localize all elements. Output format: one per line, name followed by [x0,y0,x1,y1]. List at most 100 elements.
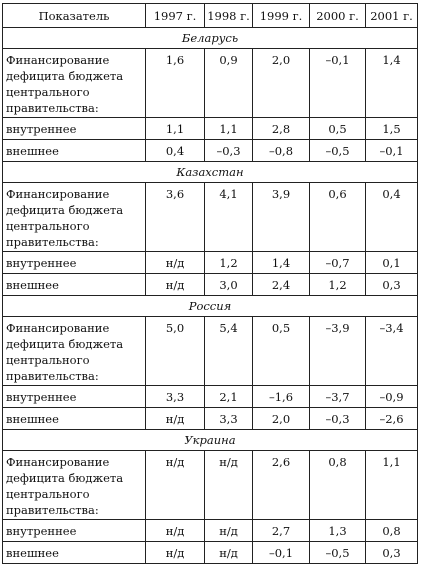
cell-value: 1,1 [145,117,205,140]
section-row-kazakhstan: Казахстан [2,161,418,183]
cell-value: 3,3 [204,407,253,430]
table-row: внутреннее 1,1 1,1 2,8 0,5 1,5 [2,117,418,140]
cell-value: 0,6 [309,182,366,252]
table-row: внутреннее 3,3 2,1 –1,6 –3,7 –0,9 [2,385,418,408]
country-heading: Беларусь [2,27,418,49]
cell-value: 5,0 [145,316,205,386]
cell-value: 0,5 [309,117,366,140]
cell-value: н/д [145,251,205,274]
cell-value: 0,1 [365,251,418,274]
row-label: внутреннее [2,385,146,408]
cell-value: –3,7 [309,385,366,408]
cell-value: –2,6 [365,407,418,430]
cell-value: 3,0 [204,273,253,296]
cell-value: 1,4 [365,48,418,118]
row-label: Финансирование дефицита бюджета централь… [2,316,146,386]
cell-value: 1,5 [365,117,418,140]
row-label: внешнее [2,139,146,162]
cell-value: 2,6 [252,450,310,520]
cell-value: –0,9 [365,385,418,408]
cell-value: н/д [145,450,205,520]
row-label: внешнее [2,541,146,564]
cell-value: 5,4 [204,316,253,386]
row-label: внутреннее [2,117,146,140]
table-row: Финансирование дефицита бюджета централь… [2,182,418,252]
cell-value: –3,4 [365,316,418,386]
cell-value: 2,1 [204,385,253,408]
cell-value: 2,7 [252,519,310,542]
cell-value: 3,3 [145,385,205,408]
table-header-row: Показатель 1997 г. 1998 г. 1999 г. 2000 … [2,3,418,28]
cell-value: –0,5 [309,541,366,564]
cell-value: –0,5 [309,139,366,162]
cell-value: –0,1 [365,139,418,162]
country-heading: Украина [2,429,418,451]
budget-deficit-table: Показатель 1997 г. 1998 г. 1999 г. 2000 … [2,3,418,564]
cell-value: 2,4 [252,273,310,296]
cell-value: –0,3 [204,139,253,162]
cell-value: –3,9 [309,316,366,386]
header-year-1997: 1997 г. [145,3,205,28]
row-label: Финансирование дефицита бюджета централь… [2,450,146,520]
row-label: внешнее [2,407,146,430]
cell-value: 0,4 [365,182,418,252]
cell-value: 0,8 [309,450,366,520]
header-year-2000: 2000 г. [309,3,366,28]
row-label: внутреннее [2,519,146,542]
cell-value: 1,1 [365,450,418,520]
row-label: Финансирование дефицита бюджета централь… [2,48,146,118]
cell-value: –1,6 [252,385,310,408]
cell-value: н/д [145,407,205,430]
table-row: внешнее н/д 3,0 2,4 1,2 0,3 [2,273,418,296]
country-heading: Россия [2,295,418,317]
cell-value: –0,1 [309,48,366,118]
cell-value: 2,0 [252,407,310,430]
cell-value: 2,0 [252,48,310,118]
header-indicator: Показатель [2,3,146,28]
cell-value: 0,8 [365,519,418,542]
cell-value: 0,3 [365,273,418,296]
cell-value: 0,4 [145,139,205,162]
cell-value: 1,4 [252,251,310,274]
cell-value: н/д [145,519,205,542]
cell-value: н/д [145,273,205,296]
cell-value: 3,6 [145,182,205,252]
header-year-1998: 1998 г. [204,3,253,28]
table-row: Финансирование дефицита бюджета централь… [2,48,418,118]
cell-value: –0,7 [309,251,366,274]
country-heading: Казахстан [2,161,418,183]
table-row: внешнее н/д 3,3 2,0 –0,3 –2,6 [2,407,418,430]
cell-value: н/д [204,541,253,564]
cell-value: 1,2 [204,251,253,274]
cell-value: 1,2 [309,273,366,296]
cell-value: н/д [145,541,205,564]
cell-value: 0,3 [365,541,418,564]
section-row-russia: Россия [2,295,418,317]
cell-value: 2,8 [252,117,310,140]
row-label: внешнее [2,273,146,296]
table-row: внешнее н/д н/д –0,1 –0,5 0,3 [2,541,418,564]
cell-value: 0,9 [204,48,253,118]
row-label: Финансирование дефицита бюджета централь… [2,182,146,252]
cell-value: 3,9 [252,182,310,252]
section-row-ukraine: Украина [2,429,418,451]
cell-value: –0,3 [309,407,366,430]
cell-value: 0,5 [252,316,310,386]
cell-value: н/д [204,450,253,520]
table-row: Финансирование дефицита бюджета централь… [2,316,418,386]
table-row: внутреннее н/д н/д 2,7 1,3 0,8 [2,519,418,542]
table-row: внутреннее н/д 1,2 1,4 –0,7 0,1 [2,251,418,274]
table-row: Финансирование дефицита бюджета централь… [2,450,418,520]
header-year-1999: 1999 г. [252,3,310,28]
cell-value: н/д [204,519,253,542]
cell-value: –0,8 [252,139,310,162]
cell-value: –0,1 [252,541,310,564]
row-label: внутреннее [2,251,146,274]
section-row-belarus: Беларусь [2,27,418,49]
cell-value: 4,1 [204,182,253,252]
budget-table-container: Показатель 1997 г. 1998 г. 1999 г. 2000 … [2,3,418,564]
table-row: внешнее 0,4 –0,3 –0,8 –0,5 –0,1 [2,139,418,162]
cell-value: 1,6 [145,48,205,118]
header-year-2001: 2001 г. [365,3,418,28]
cell-value: 1,3 [309,519,366,542]
